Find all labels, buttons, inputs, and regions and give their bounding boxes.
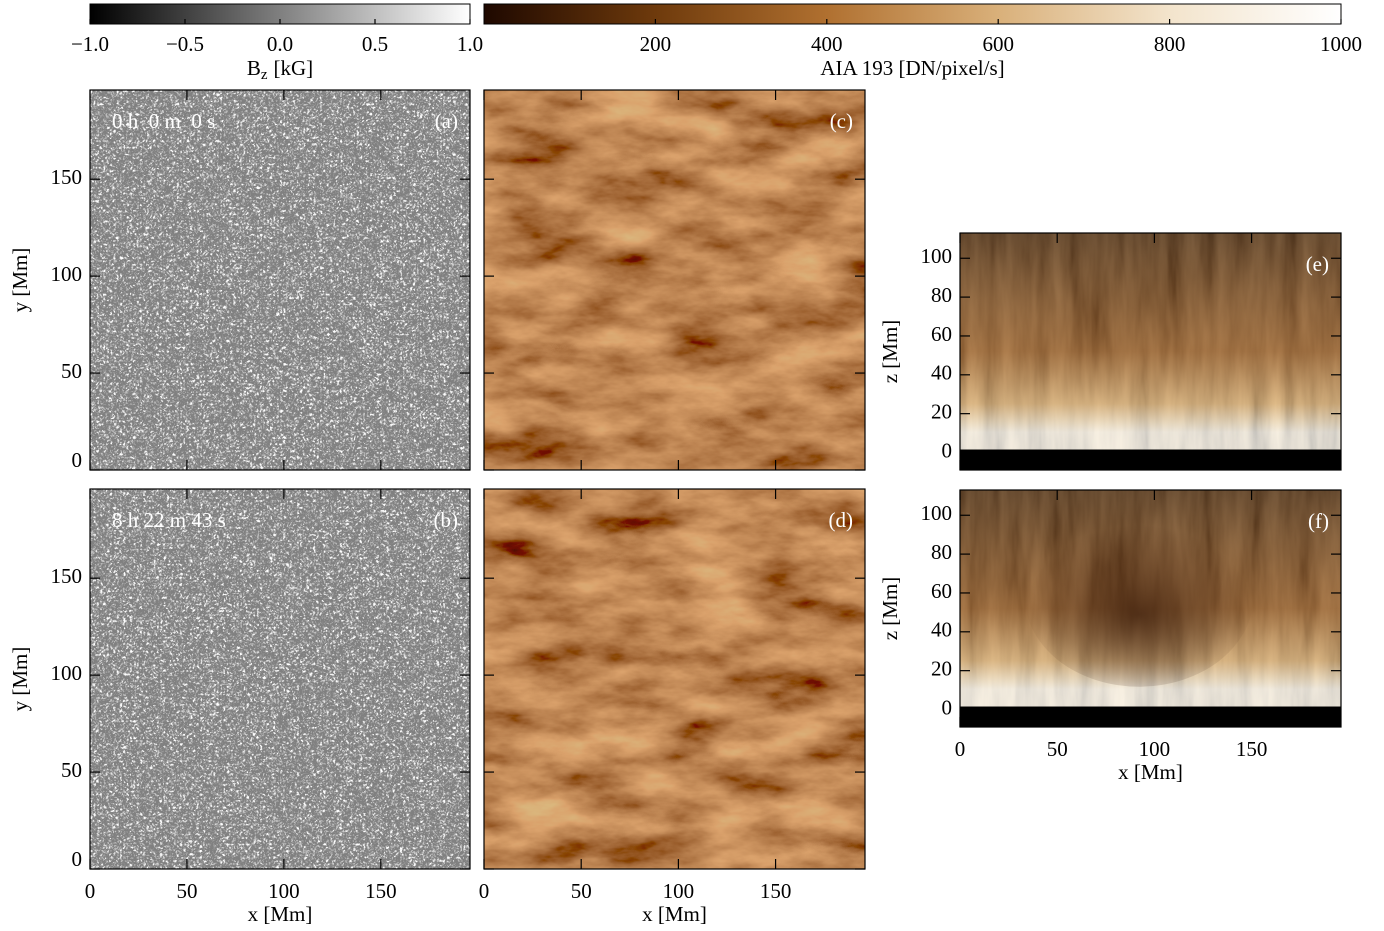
- panel-label: (f): [1308, 509, 1329, 533]
- y-axis-label: y [Mm]: [8, 248, 32, 313]
- y-tick-label: 50: [61, 359, 82, 383]
- emission-texture: [484, 489, 865, 869]
- x-tick-label: 50: [176, 879, 197, 903]
- y-tick-label: 50: [61, 758, 82, 782]
- colorbar: [484, 4, 1341, 24]
- y-tick-label: 80: [931, 540, 952, 564]
- emission-texture: [484, 90, 865, 470]
- x-tick-label: 0: [85, 879, 96, 903]
- y-tick-label: 150: [51, 564, 83, 588]
- tick-label: 1000: [1320, 32, 1362, 56]
- label-text: AIA 193 [DN/pixel/s]: [820, 56, 1004, 80]
- time-label: 0 h 0 m 0 s: [112, 109, 215, 133]
- panel-label: (a): [435, 109, 458, 133]
- panel-label: (e): [1306, 252, 1329, 276]
- y-axis-label: z [Mm]: [878, 320, 902, 384]
- x-tick-label: 150: [1236, 737, 1268, 761]
- label-unit: [kG]: [274, 56, 314, 80]
- x-axis-label: x [Mm]: [1118, 760, 1183, 784]
- y-tick-label: 100: [921, 244, 953, 268]
- x-tick-label: 100: [268, 879, 300, 903]
- y-axis-label: z [Mm]: [878, 577, 902, 641]
- label-subscript: z: [261, 67, 268, 83]
- x-tick-label: 150: [760, 879, 792, 903]
- x-axis-label: x [Mm]: [642, 902, 707, 926]
- figure: −1.0−0.50.00.51.0Bz[kG]2004006008001000A…: [0, 0, 1384, 931]
- tick-label: −0.5: [166, 32, 204, 56]
- x-tick-label: 0: [955, 737, 966, 761]
- colorbar-label: Bz [kG]: [247, 56, 313, 84]
- y-tick-label: 100: [51, 661, 83, 685]
- y-tick-label: 0: [72, 448, 83, 472]
- tick-label: 0.0: [267, 32, 293, 56]
- y-tick-label: 60: [931, 579, 952, 603]
- tick-label: 0.5: [362, 32, 388, 56]
- tick-label: 1.0: [457, 32, 483, 56]
- colorbar-label: AIA 193 [DN/pixel/s]: [820, 56, 1004, 80]
- x-tick-label: 50: [1047, 737, 1068, 761]
- dark-dome: [1025, 507, 1254, 687]
- y-tick-label: 80: [931, 283, 952, 307]
- y-tick-label: 150: [51, 165, 83, 189]
- x-tick-label: 100: [1139, 737, 1171, 761]
- y-tick-label: 40: [931, 361, 952, 385]
- magnetogram-pos: [90, 90, 470, 470]
- y-axis-label: y [Mm]: [8, 647, 32, 712]
- y-tick-label: 0: [72, 847, 83, 871]
- x-tick-label: 0: [479, 879, 490, 903]
- x-tick-label: 100: [663, 879, 695, 903]
- x-tick-label: 150: [365, 879, 397, 903]
- y-tick-label: 0: [942, 438, 953, 462]
- y-tick-label: 60: [931, 322, 952, 346]
- x-tick-label: 50: [571, 879, 592, 903]
- y-tick-label: 0: [942, 695, 953, 719]
- panel-label: (d): [829, 508, 854, 532]
- y-tick-label: 20: [931, 656, 952, 680]
- y-tick-label: 20: [931, 399, 952, 423]
- y-tick-label: 100: [921, 501, 953, 525]
- tick-label: 800: [1154, 32, 1186, 56]
- tick-label: −1.0: [71, 32, 109, 56]
- photosphere: [960, 707, 1341, 727]
- panel-label: (b): [434, 508, 459, 532]
- time-label: 8 h 22 m 43 s: [112, 508, 226, 532]
- y-tick-label: 100: [51, 262, 83, 286]
- x-axis-label: x [Mm]: [248, 902, 313, 926]
- tick-label: 200: [640, 32, 672, 56]
- tick-label: 400: [811, 32, 843, 56]
- y-tick-label: 40: [931, 618, 952, 642]
- page: {"chart_data":[ {"type":"colorbar","colo…: [0, 0, 1384, 931]
- photosphere: [960, 450, 1341, 470]
- magnetogram-pos: [90, 489, 470, 869]
- panel-label: (c): [830, 109, 853, 133]
- side-texture: [960, 233, 1341, 470]
- label-text: B: [247, 56, 261, 80]
- tick-label: 600: [982, 32, 1014, 56]
